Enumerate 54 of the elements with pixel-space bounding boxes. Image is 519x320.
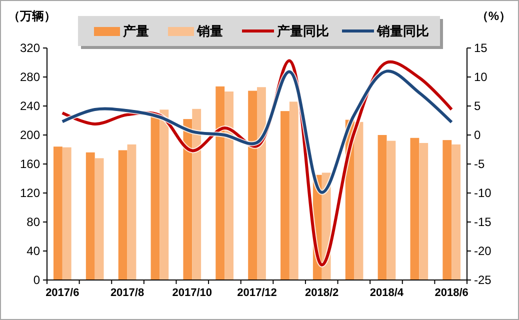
y-tick-label: 280 (20, 70, 40, 84)
bar (354, 122, 364, 280)
y2-tick-label: -15 (474, 215, 492, 230)
legend-label: 产量同比 (276, 24, 329, 39)
x-tick-label: 2017/12 (237, 287, 277, 299)
bar (160, 110, 169, 280)
bar (94, 158, 104, 280)
x-tick-label: 2017/6 (46, 287, 80, 299)
y-tick-label: 80 (26, 215, 40, 230)
y2-tick-label: 0 (474, 128, 481, 142)
y2-tick-label: 10 (474, 70, 488, 84)
bar (53, 146, 62, 280)
y2-tick-label: 15 (474, 41, 488, 56)
y-tick-label: 320 (20, 41, 40, 56)
bar (118, 150, 128, 280)
bar (280, 111, 290, 280)
bar (248, 90, 257, 280)
bar (442, 140, 452, 280)
y-tick-label: 240 (20, 99, 40, 114)
bar (410, 138, 420, 280)
bar (127, 144, 136, 280)
bar (183, 119, 192, 280)
y2-tick-label: -10 (474, 186, 492, 200)
bar (150, 115, 160, 280)
y-tick-label: 160 (20, 157, 40, 172)
bar (419, 142, 428, 280)
y-tick-label: 120 (20, 186, 40, 200)
bar (378, 135, 387, 280)
y2-tick-label: -25 (474, 273, 492, 288)
legend-label: 销量同比 (376, 24, 429, 39)
y-tick-label: 200 (20, 128, 40, 142)
x-tick-label: 2018/4 (370, 287, 404, 299)
y-axis-title: （万辆） (8, 9, 56, 23)
y-tick-label: 0 (33, 273, 40, 288)
legend-label: 销量 (196, 24, 223, 39)
y-tick-label: 40 (26, 244, 40, 258)
y2-tick-label: -5 (474, 157, 485, 172)
bar (216, 86, 225, 280)
bar (289, 102, 298, 280)
legend-label: 产量 (122, 24, 149, 39)
bar (62, 147, 72, 280)
x-tick-label: 2018/2 (305, 287, 339, 299)
bar (192, 108, 202, 280)
y2-tick-label: -20 (474, 244, 492, 258)
x-tick-label: 2017/10 (172, 287, 212, 299)
bar (224, 92, 234, 280)
bar (386, 140, 396, 280)
x-tick-label: 2017/8 (110, 287, 144, 299)
y2-tick-label: 5 (474, 99, 481, 114)
bar (452, 144, 461, 280)
x-tick-label: 2018/6 (434, 287, 468, 299)
bar (86, 152, 95, 280)
y2-axis-title: （%） (476, 9, 511, 23)
bar (257, 87, 266, 280)
